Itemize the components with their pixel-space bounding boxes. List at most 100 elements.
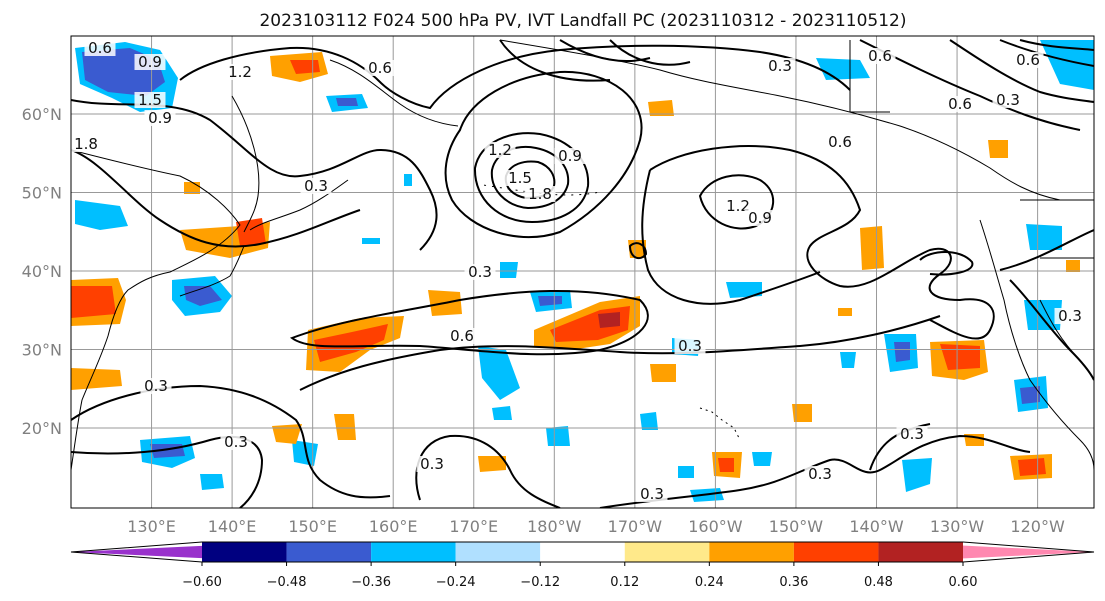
- shade-region: [840, 352, 856, 368]
- shade-region: [598, 312, 620, 328]
- hawaii-islands: [699, 407, 741, 441]
- contour-label-bg: [300, 178, 332, 194]
- colorbar-segment: [878, 542, 963, 562]
- shade-region: [1066, 260, 1080, 272]
- shade-region: [272, 424, 302, 444]
- lon-tick-label: 170°E: [449, 517, 498, 536]
- contour-line: [1019, 39, 1094, 51]
- shade-region: [902, 458, 932, 492]
- shade-region: [71, 286, 116, 318]
- colorbar-tick-label: 0.48: [864, 575, 893, 590]
- kamchatka-coast: [329, 59, 459, 127]
- contour-label: 1.2: [488, 141, 512, 159]
- colorbar: −0.60 −0.48 −0.36 −0.24 −0.12 0.12 0.24 0.36 0.4…: [70, 541, 1095, 590]
- contour-labels: 0.60.91.21.51.80.30.60.31.20.90.60.60.30…: [71, 39, 1086, 503]
- contour-label-bg: [636, 486, 668, 502]
- contour-label-bg: [1054, 308, 1086, 324]
- lat-tick-label: 30°N: [22, 341, 62, 360]
- shade-region: [678, 466, 694, 478]
- shade-region: [894, 342, 910, 362]
- contour-label-bg: [144, 110, 176, 126]
- contour-label: 1.2: [726, 197, 750, 215]
- colorbar-segment: [540, 542, 625, 562]
- contour-label-bg: [224, 64, 256, 80]
- colorbar-segment: [202, 542, 287, 562]
- colorbar-tick-label: −0.36: [351, 575, 391, 590]
- shade-region: [314, 324, 388, 362]
- contour-line: [71, 149, 361, 248]
- contour-label: 1.8: [74, 135, 98, 153]
- contour-label: 0.6: [1016, 51, 1040, 69]
- lon-tick-label: 130°E: [127, 517, 176, 536]
- contour-label: 0.3: [808, 465, 832, 483]
- shade-region: [362, 238, 380, 244]
- shade-region: [478, 346, 520, 400]
- colorbar-tick-label: −0.12: [520, 575, 560, 590]
- contour-label-bg: [504, 170, 536, 186]
- sakhalin-coast: [231, 95, 260, 233]
- shade-region: [988, 140, 1008, 158]
- pv-contours: [71, 39, 1094, 508]
- contour-label: 0.3: [420, 455, 444, 473]
- contour-label: 0.6: [368, 59, 392, 77]
- contour-line: [698, 174, 775, 230]
- lat-tick-label: 60°N: [22, 105, 62, 124]
- shade-region: [726, 282, 762, 298]
- contour-line: [71, 99, 438, 251]
- shade-region: [292, 440, 318, 466]
- north-america-coast: [979, 219, 1094, 471]
- contour-line: [999, 39, 1094, 67]
- lon-tick-label: 160°E: [369, 517, 418, 536]
- contour-line: [444, 70, 643, 239]
- colorbar-tick-label: 0.36: [779, 575, 808, 590]
- shade-region: [336, 98, 358, 106]
- contour-label: 0.9: [748, 209, 772, 227]
- coastlines: [71, 39, 1094, 471]
- contour-label-bg: [140, 378, 172, 394]
- contour-label: 1.2: [228, 63, 252, 81]
- contour-label-bg: [764, 58, 796, 74]
- shade-region: [1020, 386, 1040, 404]
- colorbar-segment: [455, 542, 541, 562]
- contour-line: [179, 44, 851, 110]
- shade-region: [752, 452, 772, 466]
- contour-label: 0.6: [828, 133, 852, 151]
- colorbar-segment: [371, 542, 456, 562]
- contour-line: [869, 423, 931, 471]
- shade-region: [404, 174, 412, 186]
- contour-line: [649, 145, 995, 340]
- shade-region: [650, 364, 676, 382]
- colorbar-tick-label: 0.24: [695, 575, 724, 590]
- contour-label: 0.9: [558, 147, 582, 165]
- shade-region: [500, 262, 518, 278]
- lon-tick-label: 130°W: [930, 517, 985, 536]
- japan-coast: [179, 245, 245, 297]
- contour-label-bg: [364, 60, 396, 76]
- shade-region: [1018, 458, 1046, 476]
- contour-label-bg: [134, 54, 166, 70]
- contour-label-bg: [824, 134, 856, 150]
- contour-label-bg: [416, 456, 448, 472]
- shade-region: [334, 414, 356, 440]
- lat-tick-label: 40°N: [22, 262, 62, 281]
- latitude-labels: 60°N 50°N 40°N 30°N 20°N: [22, 105, 62, 438]
- contour-label: 1.8: [528, 185, 552, 203]
- contour-line: [949, 39, 1094, 103]
- shade-region: [538, 296, 562, 306]
- shade-region: [236, 218, 266, 246]
- lon-tick-label: 180°W: [527, 517, 582, 536]
- contour-label: 0.6: [88, 39, 112, 57]
- map-content: 0.60.91.21.51.80.30.60.31.20.90.60.60.30…: [71, 36, 1094, 508]
- contour-label-bg: [71, 136, 102, 152]
- lon-tick-label: 160°W: [688, 517, 743, 536]
- contour-label-bg: [744, 210, 776, 226]
- contour-label: 1.5: [508, 169, 532, 187]
- contour-label: 0.3: [768, 57, 792, 75]
- contour-line: [299, 315, 941, 391]
- contour-line: [559, 39, 651, 63]
- contour-label: 0.3: [1058, 307, 1082, 325]
- kuril-coast: [249, 179, 349, 231]
- lat-tick-label: 20°N: [22, 419, 62, 438]
- lon-tick-label: 140°W: [849, 517, 904, 536]
